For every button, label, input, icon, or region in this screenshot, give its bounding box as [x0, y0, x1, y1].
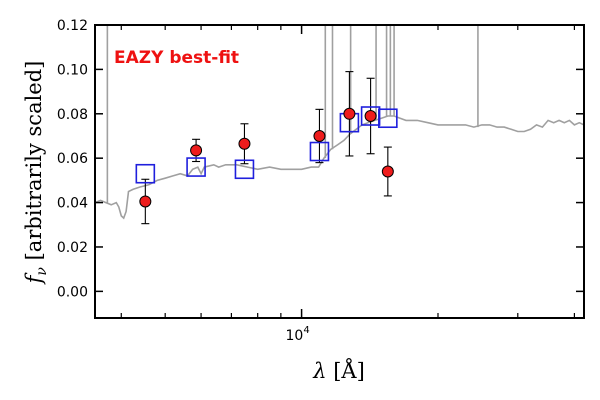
- y-tick-label: 0.02: [57, 240, 88, 256]
- x-tick-label: 104: [285, 325, 309, 344]
- y-tick-label: 0.00: [57, 284, 88, 300]
- y-tick-label: 0.04: [57, 196, 88, 212]
- observed-flux-point: [238, 137, 251, 150]
- observed-flux-point: [381, 165, 394, 178]
- best-fit-annotation: EAZY best-fit: [114, 48, 239, 68]
- plot-frame: [94, 24, 585, 319]
- observed-flux-point: [313, 129, 326, 142]
- template-box-layer: [135, 106, 398, 184]
- y-axis-title: fν [arbitrarily scaled]: [22, 61, 50, 286]
- y-tick-label: 0.12: [57, 18, 88, 34]
- template-flux-box: [135, 163, 156, 184]
- template-flux-box: [309, 141, 330, 162]
- template-flux-box: [234, 159, 255, 180]
- template-flux-box: [186, 157, 206, 177]
- observed-point-layer: [139, 107, 394, 208]
- template-flux-box: [378, 108, 398, 129]
- observed-flux-point: [139, 195, 152, 208]
- x-axis-title: λ [Å]: [312, 358, 365, 383]
- errorbar-layer: [141, 71, 392, 225]
- observed-flux-point: [343, 107, 356, 120]
- model-spectrum-layer: [95, 25, 584, 220]
- y-tick-label: 0.06: [57, 151, 88, 167]
- observed-flux-point: [190, 144, 203, 157]
- y-tick-label: 0.10: [57, 62, 88, 78]
- observed-flux-point: [364, 110, 377, 123]
- model-spectrum-line: [95, 115, 584, 220]
- y-tick-label: 0.08: [57, 107, 88, 123]
